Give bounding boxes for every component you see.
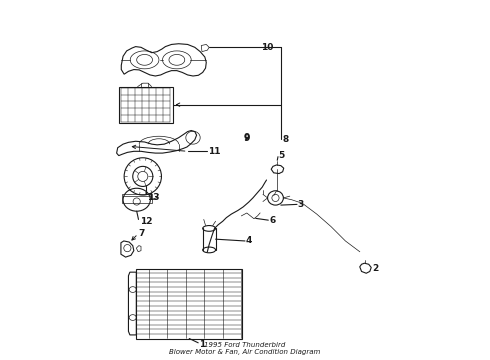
Text: 9: 9 [243,134,249,143]
Text: 9: 9 [243,133,249,142]
Text: 8: 8 [283,135,289,144]
Text: 1: 1 [199,341,205,350]
Text: 7: 7 [139,229,145,238]
Bar [119,87,172,123]
Text: 2: 2 [373,264,379,273]
Text: 10: 10 [261,43,273,52]
Text: 3: 3 [298,200,304,209]
Text: 11: 11 [208,147,221,156]
Text: 1995 Ford Thunderbird
Blower Motor & Fan, Air Condition Diagram: 1995 Ford Thunderbird Blower Motor & Fan… [170,342,320,355]
Text: 4: 4 [245,237,252,246]
Text: 5: 5 [279,151,285,160]
Bar [122,194,152,203]
Bar [136,269,242,338]
Text: 6: 6 [269,216,275,225]
Text: 13: 13 [147,193,160,202]
Text: 12: 12 [140,217,152,226]
